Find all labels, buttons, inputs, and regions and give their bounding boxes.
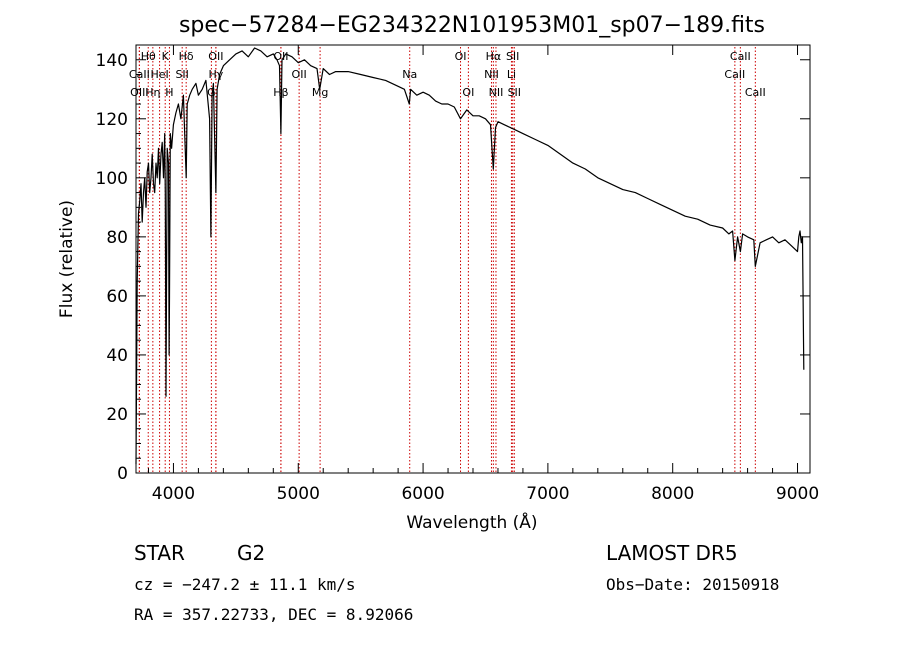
spectral-line-label: Hγ <box>208 68 223 81</box>
spectral-line-label: OI <box>462 86 474 99</box>
y-tick-label: 100 <box>96 169 128 189</box>
spectral-line-label: Hβ <box>273 86 288 99</box>
spectral-line-label: CaII <box>724 68 745 81</box>
y-tick-label: 0 <box>117 464 128 484</box>
spectral-line-label: Hδ <box>179 50 194 63</box>
spectral-line-label: SII <box>506 50 519 63</box>
spectral-line-label: NII <box>489 86 504 99</box>
object-type: STAR <box>134 541 185 565</box>
spectral-line-markers <box>138 47 756 473</box>
spectral-line-label: NII <box>484 68 499 81</box>
y-axis-label: Flux (relative) <box>57 200 77 318</box>
chart-title: spec−57284−EG234322N101953M01_sp07−189.f… <box>179 13 765 38</box>
object-subclass: G2 <box>237 541 265 565</box>
spectral-line-label: CaII <box>730 50 751 63</box>
x-tick-label: 4000 <box>152 484 195 504</box>
spectral-line-label: SII <box>175 68 188 81</box>
x-tick-label: 8000 <box>651 484 694 504</box>
spectral-line-label: Na <box>402 68 417 81</box>
ra-dec: RA = 357.22733, DEC = 8.92066 <box>134 605 413 624</box>
spectral-line-label: K <box>162 50 170 63</box>
x-tick-label: 6000 <box>401 484 444 504</box>
spectral-line-label: CaII <box>745 86 766 99</box>
y-tick-label: 140 <box>96 51 128 71</box>
spectral-line-label: Hα <box>486 50 502 63</box>
spectrum-series-line <box>135 47 805 465</box>
spectral-line-label: Mg <box>312 86 328 99</box>
survey-name: LAMOST DR5 <box>606 541 738 565</box>
spectral-line-label: Hη <box>145 86 160 99</box>
plot-frame <box>135 44 811 474</box>
spectral-line-label: Hθ <box>141 50 156 63</box>
x-tick-label: 7000 <box>526 484 569 504</box>
y-tick-label: 80 <box>106 228 128 248</box>
spectral-line-label: OII <box>292 68 307 81</box>
spectral-line-label: SII <box>508 86 521 99</box>
spectral-line-label: G <box>207 86 216 99</box>
spectrum-trace <box>135 47 805 465</box>
spectral-line-label: Li <box>507 68 516 81</box>
spectral-line-label: OI <box>455 50 467 63</box>
y-tick-label: 120 <box>96 110 128 130</box>
x-tick-label: 9000 <box>776 484 819 504</box>
y-axis-ticks: 0 20 40 60 80 100 120 140 <box>96 44 810 484</box>
redshift-cz: cz = −247.2 ± 11.1 km/s <box>134 575 356 594</box>
x-axis-ticks: 4000 5000 6000 7000 8000 9000 <box>147 45 819 504</box>
spectral-line-label: OIII <box>130 86 148 99</box>
y-tick-label: 40 <box>106 346 128 366</box>
x-tick-label: 5000 <box>277 484 320 504</box>
x-axis-label: Wavelength (Å) <box>406 511 537 533</box>
spectral-line-label: OII <box>208 50 223 63</box>
observation-date: Obs−Date: 20150918 <box>606 575 779 594</box>
spectral-line-label: H <box>165 86 173 99</box>
y-tick-label: 20 <box>106 405 128 425</box>
y-tick-label: 60 <box>106 287 128 307</box>
spectral-line-label: HeI <box>150 68 168 81</box>
